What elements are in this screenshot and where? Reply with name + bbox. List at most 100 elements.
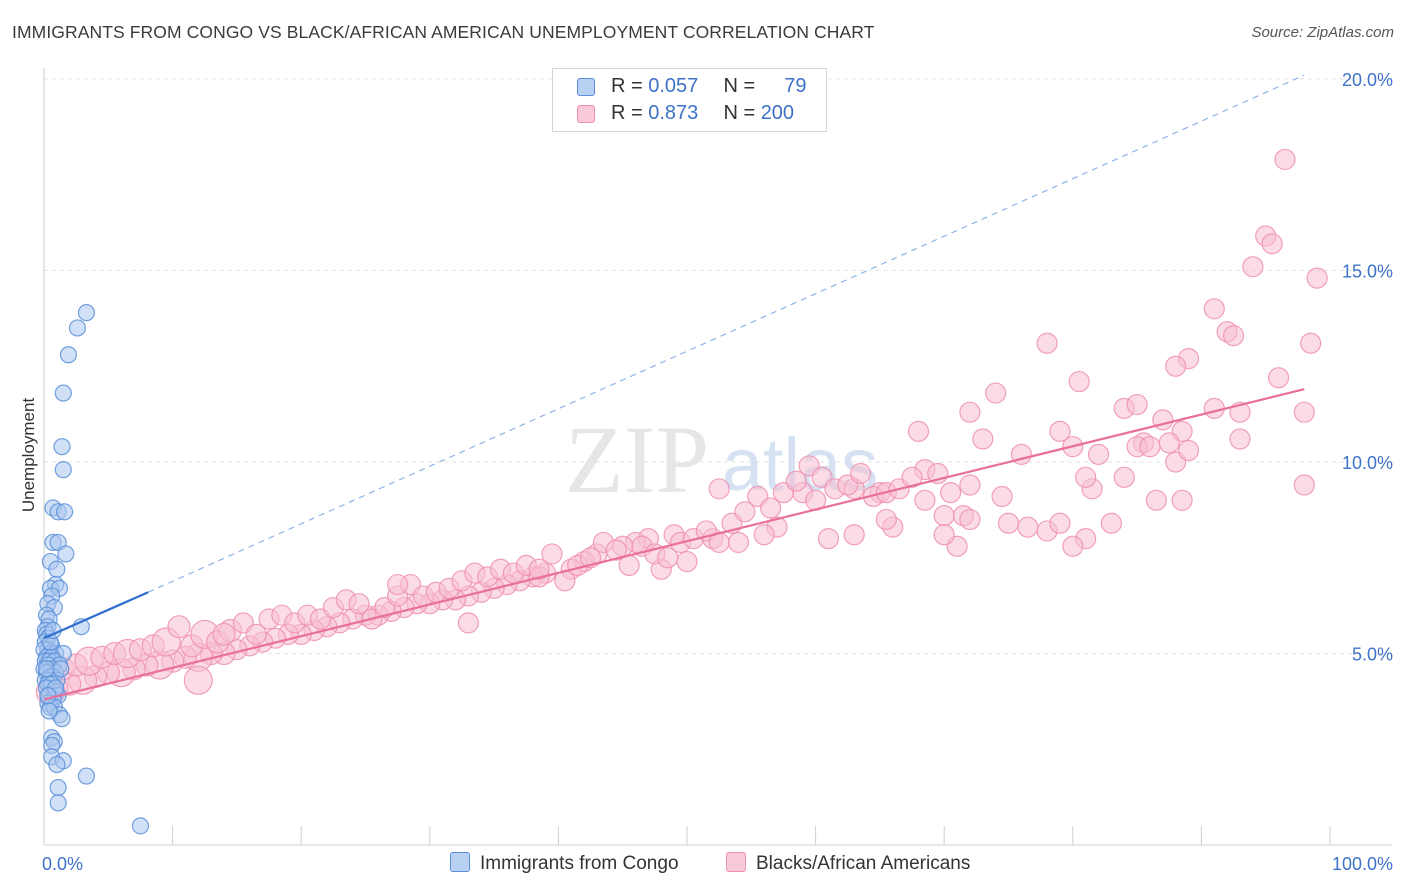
legend-row-black: R = 0.873 N = 200 — [553, 100, 826, 128]
black-point — [676, 550, 698, 573]
black-point — [875, 508, 897, 531]
source-label: Source: ZipAtlas.com — [1251, 24, 1394, 41]
chart-title: IMMIGRANTS FROM CONGO VS BLACK/AFRICAN A… — [12, 22, 875, 42]
x-tick-label: 0.0% — [42, 854, 83, 874]
y-axis-label: Unemployment — [19, 398, 38, 513]
congo-point — [131, 817, 150, 835]
bottom-legend-swatch-congo — [450, 852, 470, 872]
black-point — [1139, 436, 1161, 458]
congo-trend-line — [43, 591, 149, 640]
black-point — [933, 505, 955, 527]
legend-r-label: R = — [611, 102, 643, 124]
congo-point — [49, 778, 67, 797]
black-point — [1293, 401, 1315, 423]
black-point — [759, 497, 782, 519]
black-point — [997, 512, 1020, 534]
bottom-legend-label-black: Blacks/African Americans — [756, 853, 971, 874]
congo-point — [59, 346, 78, 364]
black-point — [183, 665, 213, 695]
congo-point — [54, 384, 72, 402]
black-point — [1158, 432, 1180, 454]
x-tick-label: 100.0% — [1332, 854, 1393, 874]
congo-point — [77, 767, 96, 785]
bottom-legend-congo: Immigrants from Congo — [450, 852, 679, 875]
congo-trend-extension — [147, 74, 1305, 593]
legend-r-label: R = — [611, 75, 643, 97]
legend-n-label: N = — [723, 75, 756, 97]
black-point — [1049, 512, 1071, 534]
black-point — [1145, 489, 1167, 511]
legend-text-black: R = 0.873 N = 200 — [611, 102, 794, 125]
black-point — [972, 428, 994, 450]
congo-point — [57, 545, 75, 563]
black-point — [1229, 428, 1251, 450]
black-point — [1177, 439, 1200, 462]
legend-text-congo: R = 0.057 N = 79 — [611, 75, 807, 98]
black-trend-line — [43, 388, 1305, 701]
y-tick-label: 10.0% — [1342, 453, 1393, 473]
legend-r-value: 0.873 — [648, 102, 699, 124]
congo-point — [49, 794, 67, 812]
black-point — [843, 524, 865, 546]
trend-lines — [43, 74, 1305, 701]
x-tick-labels: 0.0% 100.0% — [42, 854, 1393, 874]
congo-point — [40, 702, 58, 720]
y-tick-labels: 5.0% 10.0% 15.0% 20.0% — [1342, 70, 1393, 665]
black-point — [1306, 267, 1328, 289]
bottom-legend-swatch-black — [726, 852, 746, 872]
black-point — [1068, 370, 1090, 393]
black-point — [528, 558, 550, 580]
black-point — [1203, 298, 1225, 320]
congo-point — [52, 660, 70, 678]
congo-point — [48, 560, 66, 578]
black-point — [348, 593, 370, 615]
black-point — [1100, 512, 1122, 534]
black-point — [457, 612, 479, 634]
black-point — [933, 524, 955, 546]
black-point — [1017, 516, 1039, 538]
black-point — [1242, 256, 1264, 278]
black-point — [605, 539, 627, 561]
black-point — [1203, 397, 1225, 419]
black-point — [708, 478, 730, 500]
black-point — [212, 622, 236, 646]
black-point — [1049, 420, 1071, 442]
y-tick-label: 5.0% — [1352, 645, 1393, 665]
congo-point — [54, 461, 72, 479]
black-point — [914, 489, 936, 511]
black-point — [907, 420, 930, 442]
black-point — [1075, 466, 1097, 488]
legend-n-label: N = — [723, 102, 756, 124]
black-point — [541, 543, 563, 565]
black-point — [817, 527, 840, 550]
legend-swatch-black — [577, 105, 595, 123]
congo-point — [48, 755, 66, 774]
congo-point — [39, 687, 57, 705]
black-point — [901, 466, 923, 488]
black-point — [1267, 367, 1290, 389]
black-point — [618, 554, 640, 577]
congo-point — [77, 304, 96, 322]
black-point — [959, 474, 981, 496]
congo-point — [53, 710, 71, 728]
watermark-zip: ZIP — [565, 406, 709, 513]
bottom-legend-label-congo: Immigrants from Congo — [480, 853, 679, 874]
black-point — [753, 524, 775, 546]
black-point — [1261, 233, 1283, 255]
congo-point — [68, 319, 87, 337]
black-point — [1126, 393, 1148, 416]
correlation-legend: R = 0.057 N = 79 R = 0.873 N = 200 — [552, 68, 827, 132]
black-point — [657, 547, 679, 569]
black-point — [727, 531, 750, 554]
congo-point — [53, 438, 71, 456]
black-point — [1222, 325, 1245, 347]
black-point — [245, 623, 267, 645]
black-point — [940, 482, 962, 504]
congo-point — [55, 503, 74, 521]
black-point — [985, 382, 1007, 404]
black-point — [785, 470, 807, 492]
legend-n-value: 200 — [760, 102, 795, 124]
black-point — [1036, 332, 1058, 354]
bottom-legend-black: Blacks/African Americans — [726, 852, 970, 875]
